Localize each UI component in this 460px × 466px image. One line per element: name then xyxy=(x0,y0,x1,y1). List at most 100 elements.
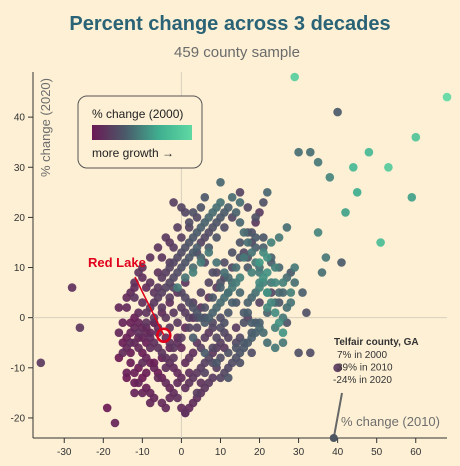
data-point xyxy=(165,393,174,403)
x-tick-label: 40 xyxy=(332,447,344,458)
data-point xyxy=(130,388,139,398)
data-point xyxy=(188,268,198,277)
data-point xyxy=(247,318,256,328)
data-point xyxy=(290,278,300,287)
data-point xyxy=(145,278,155,287)
data-point xyxy=(270,263,280,272)
data-point xyxy=(169,198,178,207)
annotation-line: 39% in 2010 xyxy=(337,363,393,374)
chart-subtitle: 459 county sample xyxy=(174,44,300,61)
data-point xyxy=(352,188,362,197)
data-point xyxy=(134,328,143,338)
data-point xyxy=(266,298,276,307)
data-point xyxy=(138,358,147,368)
red-lake-callout: Red Lake xyxy=(88,255,172,343)
data-point xyxy=(224,203,233,212)
data-point xyxy=(364,147,374,157)
data-point xyxy=(169,308,178,318)
data-point xyxy=(173,283,182,292)
data-point xyxy=(243,203,253,212)
data-point xyxy=(235,198,245,207)
y-tick-label: -10 xyxy=(11,363,26,374)
data-point xyxy=(333,107,342,117)
data-point xyxy=(173,318,182,328)
data-point xyxy=(165,293,174,302)
telfair-annotation: Telfair county, GA 7% in 2000 39% in 2010-… xyxy=(329,337,419,442)
data-point xyxy=(333,363,342,373)
data-point xyxy=(208,343,217,353)
data-point xyxy=(235,218,245,227)
data-point xyxy=(298,288,307,297)
data-point xyxy=(161,403,171,413)
data-point xyxy=(130,368,139,378)
data-point xyxy=(341,208,350,217)
data-point xyxy=(286,288,296,297)
data-point xyxy=(122,303,131,312)
data-point xyxy=(169,243,178,252)
data-point xyxy=(184,218,194,227)
data-point xyxy=(145,398,155,408)
data-point xyxy=(216,178,225,187)
data-point xyxy=(220,258,229,267)
data-point xyxy=(134,308,143,318)
data-point xyxy=(263,288,272,297)
legend-color-ramp xyxy=(92,125,192,140)
x-tick-label: 0 xyxy=(179,447,185,458)
data-point xyxy=(122,368,131,378)
data-point xyxy=(270,343,280,353)
data-point xyxy=(239,228,249,237)
data-point xyxy=(157,253,167,262)
data-point xyxy=(337,258,346,267)
data-point xyxy=(274,288,284,297)
annotation-line: 7% in 2000 xyxy=(337,350,387,361)
chart-title: Percent change across 3 decades xyxy=(69,13,390,35)
data-point xyxy=(282,223,292,232)
data-point xyxy=(325,173,335,182)
data-point xyxy=(181,408,190,418)
data-point xyxy=(270,308,280,318)
y-tick-label: -20 xyxy=(11,413,26,424)
data-point xyxy=(442,92,452,102)
data-point xyxy=(157,348,167,358)
x-tick-label: -30 xyxy=(57,447,72,458)
data-point xyxy=(118,348,128,358)
callout-marker xyxy=(156,327,172,343)
data-point xyxy=(145,343,155,353)
data-point xyxy=(134,268,143,277)
callout-label: Red Lake xyxy=(88,255,146,270)
data-point xyxy=(157,303,167,312)
data-point xyxy=(184,313,194,323)
data-point xyxy=(118,318,128,328)
data-point xyxy=(270,278,280,287)
data-point xyxy=(149,363,159,373)
data-point xyxy=(227,298,237,307)
data-point xyxy=(153,373,163,383)
data-point xyxy=(263,268,272,277)
data-point xyxy=(239,253,249,262)
data-point xyxy=(294,348,303,358)
data-point xyxy=(130,293,139,302)
data-point xyxy=(177,333,186,343)
data-point xyxy=(274,233,284,242)
data-point xyxy=(204,248,214,257)
data-point xyxy=(259,328,268,338)
x-tick-label: -20 xyxy=(96,447,111,458)
legend-title: % change (2000) xyxy=(92,107,183,121)
data-point xyxy=(290,72,300,82)
data-point xyxy=(317,268,327,277)
data-point xyxy=(235,288,245,297)
data-point xyxy=(102,403,112,413)
data-point xyxy=(220,318,229,328)
data-point xyxy=(67,283,77,292)
y-tick-label: 40 xyxy=(14,113,26,124)
data-point xyxy=(313,228,323,237)
data-point xyxy=(231,263,241,272)
annotation-title: Telfair county, GA xyxy=(334,337,419,348)
data-point xyxy=(169,343,178,353)
data-point xyxy=(114,303,124,312)
data-point xyxy=(188,333,198,343)
data-point xyxy=(208,373,217,383)
x-tick-label: 60 xyxy=(410,447,422,458)
data-point xyxy=(169,353,178,363)
